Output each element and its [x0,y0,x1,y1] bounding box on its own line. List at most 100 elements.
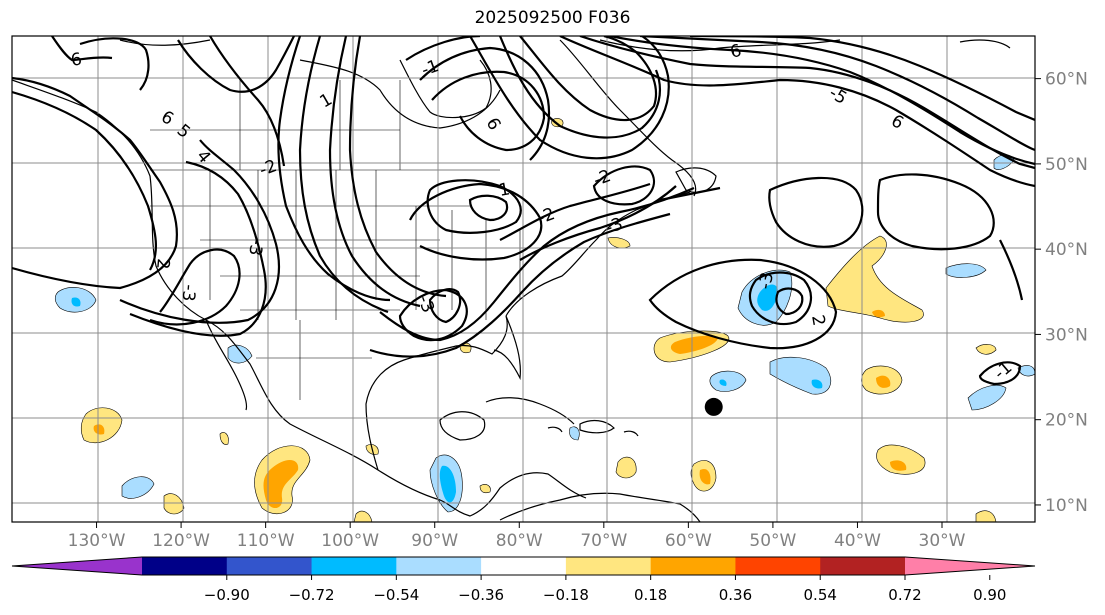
graticule [12,36,1035,522]
colorbar-tick-label: −0.90 [204,586,250,604]
lat-tick-label: 20°N [1045,411,1088,431]
negative-anomaly-core [757,284,778,311]
puerto-rico [623,430,639,437]
contour-label: -3 [178,284,199,303]
newfoundland [675,167,717,193]
colorbar-ticks: −0.90 −0.72 −0.54 −0.36 −0.18 0.18 0.36 0.54 0.7… [204,575,1006,604]
lon-tick-label: 70°W [580,531,627,551]
lon-tick-label: 50°W [749,531,796,551]
caribbean-islands [485,397,701,522]
contour-label: -1 [419,56,442,81]
iceland [959,39,1011,49]
colorbar-tick-label: −0.36 [458,586,504,604]
positive-anomaly [219,432,229,445]
negative-anomaly [121,476,155,499]
colorbar-segment [396,557,482,575]
colorbar-tick-label: 0.18 [634,586,667,604]
positive-anomaly-core [670,335,718,354]
positive-anomaly-core [263,459,299,509]
positive-anomaly [353,510,373,522]
positive-anomaly-core [699,468,711,485]
positive-anomaly [615,456,637,479]
colorbar-extend-high [905,557,1035,575]
negative-anomaly-core [71,297,81,307]
positive-anomaly [163,493,185,515]
colorbar-segment [226,557,313,575]
lat-tick-label: 40°N [1045,240,1088,260]
greenland-coast [599,39,841,52]
map-panel: 6 6 5 4 2 -3 1 1 -3 -2 -3 -2 6 6 -5 6 -3… [12,36,1035,522]
colorbar-segment [820,557,906,575]
gulf-coast [365,315,521,471]
positive-anomaly-core [872,309,885,318]
positive-anomaly [876,444,926,475]
hispaniola [579,419,615,434]
positive-anomaly-core [890,460,907,471]
hudson-bay-coast [399,59,492,119]
colorbar [11,556,1036,576]
south-america-coast [499,492,701,522]
colorbar-segment [311,557,397,575]
contour-label: -2 [257,156,280,181]
contour-labels: 6 6 5 4 2 -3 1 1 -3 -2 -3 -2 6 6 -5 6 -3… [69,41,1016,384]
yucatan-coast [439,411,486,441]
colorbar-segment [650,557,736,575]
map-title: 2025092500 F036 [474,8,631,28]
lat-tick-label: 30°N [1045,325,1088,345]
contour-label: -2 [591,166,614,191]
contour-label: 6 [728,41,744,63]
positive-anomaly [975,344,997,355]
negative-anomaly-core [811,379,823,389]
contour-label: -3 [413,293,438,316]
lon-tick-label: 80°W [496,531,543,551]
contour-label: 1 [497,179,511,201]
lon-tick-label: 30°W [919,531,966,551]
jamaica [547,426,563,433]
colorbar-extend-low [12,557,142,575]
colorbar-segment [565,557,652,575]
lat-tick-label: 10°N [1045,496,1088,516]
contour-label: 2 [807,313,829,327]
colorbar-segment [481,557,567,575]
contour-label: -3 [755,271,778,291]
contour-label: -3 [603,214,626,239]
colorbar-segment [142,557,228,575]
lon-tick-label: 130°W [68,531,126,551]
lon-tick-label: 60°W [665,531,712,551]
colorbar-tick-label: −0.54 [373,586,419,604]
cuba [485,397,575,425]
lon-tick-label: 90°W [411,531,458,551]
colorbar-tick-label: −0.72 [289,586,335,604]
negative-anomaly-core [439,465,456,503]
contour-label: 6 [69,49,83,71]
colorbar-tick-label: 0.54 [804,586,837,604]
colorbar-segment [735,557,821,575]
positive-anomaly [479,484,491,494]
positive-anomaly [825,235,924,323]
negative-anomaly [945,263,987,278]
lat-tick-label: 50°N [1045,155,1088,175]
positive-anomaly-core [876,375,891,388]
lon-tick-label: 40°W [834,531,881,551]
negative-anomaly [569,426,580,441]
labrador-coast [559,39,697,197]
positive-anomaly [607,237,631,249]
positive-anomaly-core [93,424,105,435]
lon-tick-label: 120°W [152,531,210,551]
colorbar-tick-label: 0.36 [719,586,752,604]
positive-anomaly [975,510,997,522]
contour-label: -2 [535,204,558,229]
contour-label: -3 [244,237,267,257]
north-america-coast [12,79,587,517]
contour-label: 2 [152,258,173,271]
negative-anomaly [1017,365,1035,377]
lon-tick-label: 110°W [237,531,295,551]
contours [12,36,1035,386]
colorbar-tick-label: −0.18 [543,586,589,604]
storm-position-marker [704,397,723,416]
coastlines [12,39,1011,517]
colorbar-tick-label: 0.90 [973,586,1006,604]
lat-tick-label: 60°N [1045,70,1088,90]
longitude-axis: 130°W 120°W 110°W 100°W 90°W 80°W 70°W 60°W 50°W… [68,522,966,551]
